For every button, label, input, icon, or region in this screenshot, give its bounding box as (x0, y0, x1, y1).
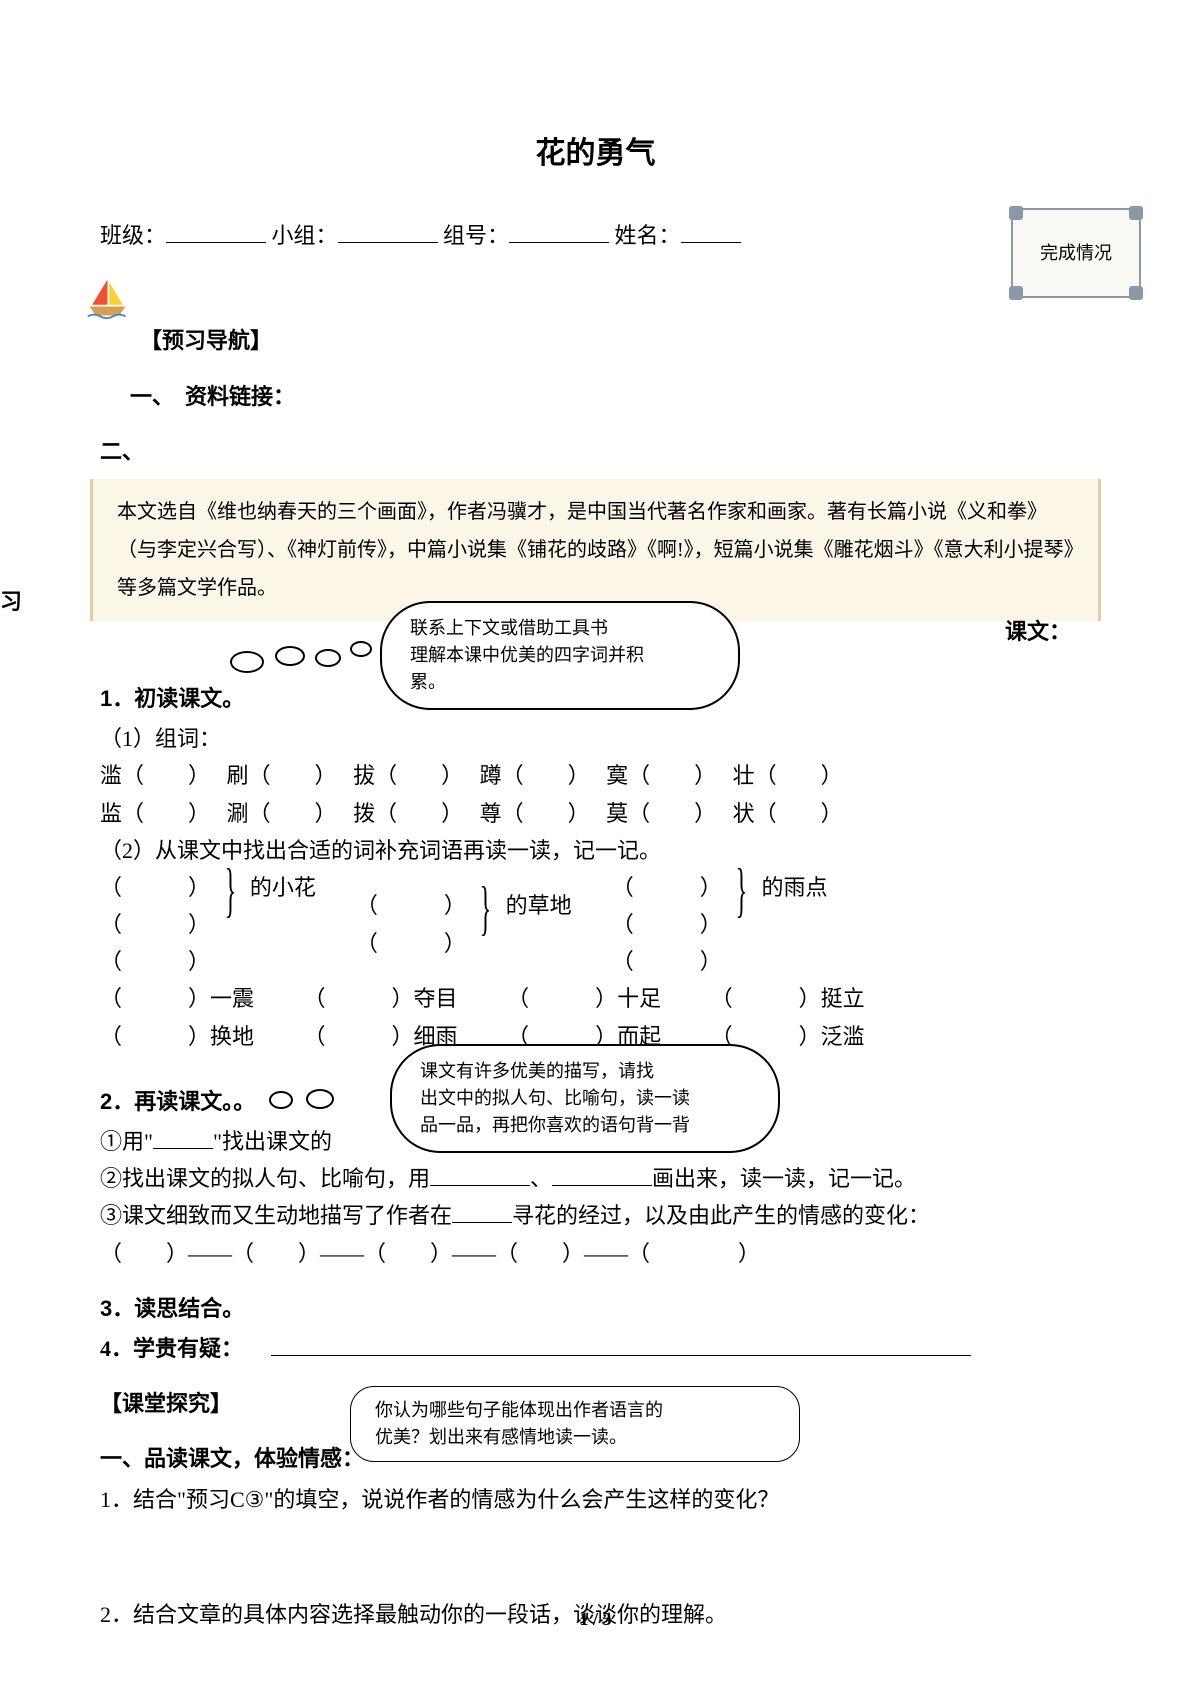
char: 蹲 (480, 763, 502, 788)
group-label: 小组： (272, 223, 338, 248)
idiom: 十足 (617, 986, 661, 1011)
third-reading-heading: 3．读思结合。 (100, 1291, 1091, 1326)
student-info-row: 班级： 小组： 组号： 姓名： 完成情况 (100, 218, 1091, 253)
fourth-reading-heading: 4．学贵有疑： (100, 1336, 243, 1361)
cloud2-line3: 品一品，再把你喜欢的语句背一背 (420, 1112, 750, 1139)
cloud-bubble (275, 646, 305, 666)
completion-status-box: 完成情况 (1011, 208, 1141, 298)
class-label: 班级： (100, 223, 166, 248)
cloud-bubble (350, 641, 372, 657)
xi-label: 习 (0, 584, 22, 619)
cloud-bubble (230, 651, 264, 673)
cloud-bubble (306, 1089, 334, 1109)
zuci-label: （1）组词： (100, 721, 1091, 756)
name-blank[interactable] (681, 221, 741, 243)
boat-icon (85, 275, 130, 320)
blank[interactable] (430, 1164, 530, 1186)
page-title: 花的勇气 (100, 130, 1091, 178)
completion-label: 完成情况 (1040, 239, 1112, 268)
text: "找出课文的 (213, 1129, 332, 1154)
emotion-chain: （ ）——（ ）——（ ）——（ ）——（ ） (100, 1236, 1091, 1271)
q2-line2: ②找出课文的拟人句、比喻句，用 、 画出来，读一读，记一记。 (100, 1161, 1091, 1196)
cloud1-line1: 联系上下文或借助工具书 (410, 615, 710, 642)
char: 拔 (353, 763, 375, 788)
resource-link-label: 一、 资料链接： (130, 379, 1091, 414)
char-row-1: 滥（ ） 刷（ ） 拔（ ） 蹲（ ） 寞（ ） 壮（ ） (100, 758, 1091, 793)
cloud2-line1: 课文有许多优美的描写，请找 (420, 1058, 750, 1085)
group-label-2: 的草地 (506, 893, 572, 918)
speech-line2: 优美？划出来有感情地读一读。 (375, 1424, 775, 1451)
char: 滥 (100, 763, 122, 788)
char: 莫 (606, 801, 628, 826)
question-1: 1．结合"预习C③"的填空，说说作者的情感为什么会产生这样的变化？ (100, 1482, 1091, 1517)
idiom: 夺目 (414, 986, 458, 1011)
page-footer: 1 / 3 (0, 1605, 1191, 1634)
name-label: 姓名： (615, 223, 681, 248)
cloud1-line3: 累。 (410, 669, 710, 696)
page-total: 3 (603, 1609, 612, 1629)
speech-box: 你认为哪些句子能体现出作者语言的 优美？划出来有感情地读一读。 (350, 1386, 800, 1462)
idiom-row-1: （ ）一震 （ ）夺目 （ ）十足 （ ）挺立 (100, 981, 1091, 1016)
text: ③课文细致而又生动地描写了作者在 (100, 1203, 452, 1228)
char: 壮 (733, 763, 755, 788)
speech-line1: 你认为哪些句子能体现出作者语言的 (375, 1397, 775, 1424)
groupno-blank[interactable] (509, 221, 609, 243)
cloud1-line2: 理解本课中优美的四字词并积 (410, 642, 710, 669)
text: 寻花的经过，以及由此产生的情感的变化： (512, 1203, 930, 1228)
char: 拨 (353, 801, 375, 826)
cloud2-line2: 出文中的拟人句、比喻句，读一读 (420, 1085, 750, 1112)
cloud-bubble (315, 649, 341, 667)
question-blank[interactable] (271, 1334, 971, 1356)
char: 状 (733, 801, 755, 826)
second-reading-text: 2．再读课文。 (100, 1089, 233, 1114)
idiom: 换地 (210, 1024, 254, 1049)
thought-cloud-2: 课文有许多优美的描写，请找 出文中的拟人句、比喻句，读一读 品一品，再把你喜欢的… (390, 1044, 780, 1153)
idiom: 挺立 (821, 986, 865, 1011)
group-label-1: 的小花 (250, 875, 316, 900)
page-sep: / (588, 1609, 602, 1629)
blank[interactable] (153, 1127, 213, 1149)
blank[interactable] (552, 1164, 652, 1186)
sub2-label: （2）从课文中找出合适的词补充词语再读一读，记一记。 (100, 833, 1091, 868)
idiom: 一震 (210, 986, 254, 1011)
text: 、 (530, 1166, 552, 1191)
char: 尊 (480, 801, 502, 826)
blank[interactable] (452, 1201, 512, 1223)
groupno-label: 组号： (443, 223, 509, 248)
resource-text: 本文选自《维也纳春天的三个画面》，作者冯骥才，是中国当代著名作家和画家。著有长篇… (117, 501, 1074, 599)
group-label-3: 的雨点 (762, 875, 828, 900)
q2-line3: ③课文细致而又生动地描写了作者在 寻花的经过，以及由此产生的情感的变化： (100, 1198, 1091, 1233)
thought-cloud-1: 联系上下文或借助工具书 理解本课中优美的四字词并积 累。 (380, 601, 740, 710)
text: ②找出课文的拟人句、比喻句，用 (100, 1166, 430, 1191)
item-two-label: 二、 (100, 434, 1091, 469)
resource-text-box: 本文选自《维也纳春天的三个画面》，作者冯骥才，是中国当代著名作家和画家。著有长篇… (90, 479, 1101, 621)
idiom: 泛滥 (821, 1024, 865, 1049)
char: 刷 (227, 763, 249, 788)
cloud-bubble (269, 1091, 293, 1109)
group-blank[interactable] (338, 221, 438, 243)
right-label-lesson: 课文： (1005, 614, 1071, 649)
char: 寞 (606, 763, 628, 788)
char: 监 (100, 801, 122, 826)
text: 画出来，读一读，记一记。 (652, 1166, 916, 1191)
text: ①用" (100, 1129, 153, 1154)
preview-nav-heading: 【预习导航】 (140, 323, 1091, 358)
char-row-2: 监（ ） 涮（ ） 拨（ ） 尊（ ） 莫（ ） 状（ ） (100, 796, 1091, 831)
brace-groups: （ ）（ ）（ ） } 的小花 （ ）（ ） } 的草地 （ ）（ ）（ ） }… (100, 870, 1091, 980)
char: 涮 (227, 801, 249, 826)
class-blank[interactable] (166, 221, 266, 243)
fourth-reading-row: 4．学贵有疑： (100, 1331, 1091, 1366)
